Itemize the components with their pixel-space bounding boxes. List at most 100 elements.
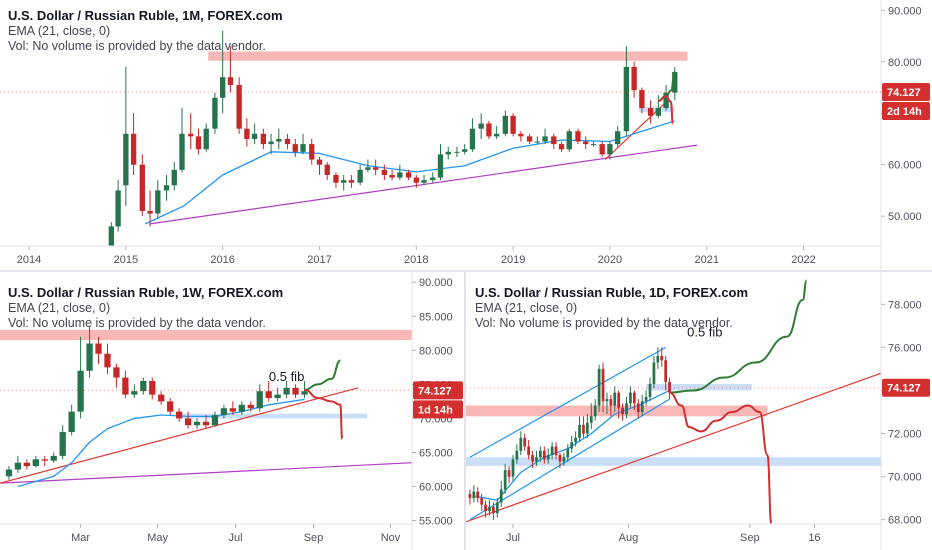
candle-bearish (476, 487, 480, 503)
candle-body (265, 391, 272, 398)
trend-purple-line[interactable] (0, 462, 412, 484)
candle-body (480, 498, 484, 505)
candle-body (462, 149, 468, 152)
candle-bearish (518, 131, 524, 142)
ema-line[interactable] (17, 398, 305, 488)
volume-note: Vol: No volume is provided by the data v… (475, 316, 733, 330)
fib-annotation[interactable]: 0.5 fib (269, 369, 304, 384)
candle-bearish (113, 363, 120, 388)
candle-bullish (445, 146, 451, 160)
candle-body (357, 169, 363, 183)
candle-bullish (469, 118, 476, 152)
candle-bearish (668, 377, 671, 400)
candle-body (397, 172, 403, 178)
fib-annotation[interactable]: 0.5 fib (687, 325, 722, 340)
projection-down-path[interactable] (658, 95, 674, 125)
candle-body (175, 411, 183, 419)
candle-bearish (381, 164, 388, 181)
candle-body (211, 415, 219, 426)
candle-body (147, 211, 153, 214)
candle-bullish (430, 172, 436, 183)
last-price-value: 74.127 (887, 383, 921, 395)
time-axis[interactable]: Jul Aug Sep 16 (506, 524, 821, 544)
candle-body (527, 446, 531, 456)
resistance-zone[interactable] (208, 51, 688, 61)
price-tick-label: 85.000 (419, 311, 453, 323)
candle-body (554, 446, 558, 456)
candle-bearish (660, 347, 664, 367)
candle-body (301, 391, 308, 395)
projection-down-path[interactable] (669, 391, 773, 524)
projection-up-path[interactable] (304, 359, 341, 391)
price-tick-label: 60.000 (419, 482, 453, 494)
candle-bullish (605, 392, 609, 415)
candle-body (365, 167, 371, 170)
ema-legend[interactable]: EMA (21, close, 0) (8, 24, 110, 38)
candle-bullish (542, 128, 548, 145)
candle-bullish (437, 144, 444, 181)
candle-body (324, 164, 330, 175)
trend-red-line[interactable] (0, 387, 359, 484)
candle-body (95, 343, 102, 354)
candle-body (519, 437, 523, 451)
support-zone[interactable] (466, 457, 881, 466)
candle-bullish (515, 444, 519, 464)
weekly-chart-pane[interactable]: 90.00085.00080.00075.00070.00065.00060.0… (0, 272, 463, 550)
candle-body (256, 391, 263, 409)
candle-bearish (664, 356, 668, 391)
time-axis[interactable]: Mar May Jul Sep Nov (71, 524, 401, 544)
candle-body (130, 133, 137, 165)
candle-bearish (575, 128, 581, 145)
candle-body (672, 72, 678, 93)
projection-down-path[interactable] (304, 388, 344, 440)
candle-body (534, 141, 540, 143)
trend-ema_lo-line[interactable] (469, 398, 670, 521)
last-price-badge[interactable] (413, 381, 463, 400)
trend-red-line[interactable] (466, 372, 881, 523)
candle-bullish (648, 377, 652, 402)
candle-bearish (348, 174, 355, 188)
last-price-badge[interactable] (882, 378, 930, 397)
candle-body (566, 448, 570, 458)
candle-bullish (519, 431, 523, 456)
support-zone[interactable] (646, 384, 752, 391)
candle-bullish (629, 386, 632, 408)
resistance-zone[interactable] (466, 405, 768, 417)
last-price-badge[interactable] (882, 82, 930, 101)
candle-body (515, 450, 519, 460)
candle-bullish (212, 92, 218, 134)
candle-bearish (104, 343, 111, 375)
projection-up-path[interactable] (669, 279, 808, 394)
candle-body (229, 408, 237, 412)
candle-body (558, 144, 565, 150)
volume-note: Vol: No volume is provided by the data v… (8, 39, 266, 53)
candle-body (348, 180, 355, 183)
candle-bearish (292, 138, 298, 157)
candle-bullish (32, 455, 39, 468)
trend-ema_hi-line[interactable] (469, 346, 666, 458)
ema-legend[interactable]: EMA (21, close, 0) (8, 301, 110, 315)
candle-bearish (130, 113, 137, 175)
resistance-zone[interactable] (0, 329, 412, 341)
candle-bullish (566, 444, 570, 462)
candle-body (220, 408, 228, 416)
price-tick-label: 90.000 (419, 277, 453, 289)
candle-body (664, 360, 668, 382)
candle-body (636, 403, 640, 412)
candle-body (558, 455, 562, 462)
candle-body (50, 455, 57, 461)
ema-legend[interactable]: EMA (21, close, 0) (475, 301, 577, 315)
candle-bullish (472, 485, 476, 503)
support-zone[interactable] (179, 413, 368, 419)
time-tick-label: Sep (304, 532, 324, 544)
candle-body (593, 405, 597, 417)
candle-bullish (613, 386, 617, 412)
time-axis[interactable]: 2014 2015 2016 2017 2018 2019 2020 2021 2022 (17, 246, 816, 266)
candle-body (413, 177, 419, 183)
candle-bullish (171, 162, 177, 191)
candle-body (41, 459, 48, 461)
candle-body (639, 90, 645, 109)
